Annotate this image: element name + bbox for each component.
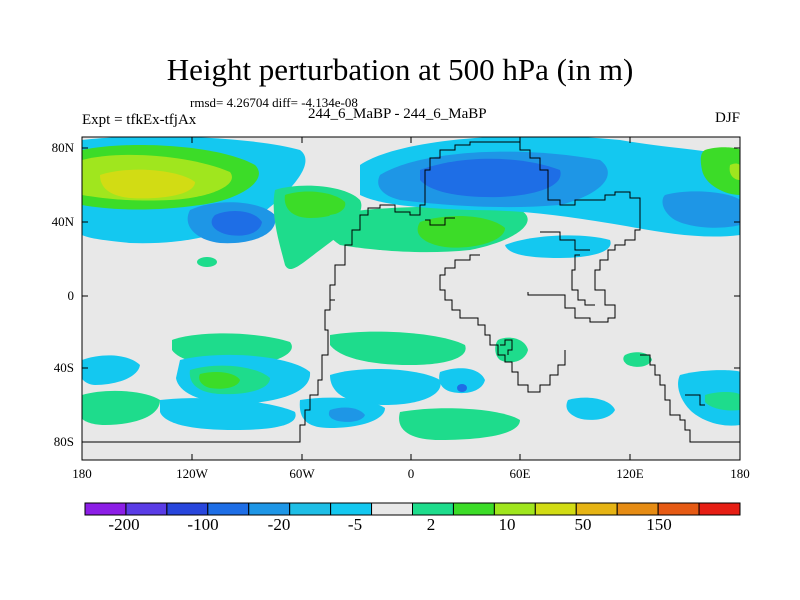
- case-label: 244_6_MaBP - 244_6_MaBP: [308, 106, 487, 122]
- continent-outline: [500, 339, 513, 355]
- contour-field: [160, 398, 296, 430]
- colorbar-label: -20: [267, 515, 291, 534]
- contour-field: [199, 372, 240, 389]
- contour-field: [420, 158, 561, 198]
- colorbar-swatch: [575, 502, 618, 516]
- continent-outline: [425, 217, 455, 226]
- x-tick-label: 180: [730, 466, 750, 481]
- contour-field: [505, 235, 611, 258]
- colorbar-swatch: [84, 502, 127, 516]
- contour-field: [82, 390, 160, 425]
- colorbar-swatch: [125, 502, 168, 516]
- contour-field: [700, 147, 740, 195]
- colorbar-swatch: [452, 502, 495, 516]
- contour-field: [100, 169, 195, 199]
- colorbar-label: -5: [347, 515, 363, 534]
- chart-title: Height perturbation at 500 hPa (in m): [166, 52, 634, 87]
- experiment-label: Expt = tfkEx-tfjAx: [82, 112, 197, 128]
- contour-field: [566, 397, 615, 420]
- colorbar-label: 150: [646, 515, 672, 534]
- contour-field: [330, 368, 441, 405]
- colorbar-swatch: [657, 502, 700, 516]
- contour-field: [399, 408, 520, 440]
- contour-field: [328, 407, 365, 422]
- colorbar: [84, 502, 741, 516]
- y-tick-label: 80N: [51, 140, 74, 155]
- contour-field: [439, 368, 485, 394]
- continent-outline: [439, 254, 566, 393]
- x-tick-label: 60E: [509, 466, 531, 481]
- x-tick-label: 60W: [289, 466, 315, 481]
- contour-field: [705, 391, 740, 411]
- colorbar-swatch: [534, 502, 577, 516]
- colorbar-swatch: [207, 502, 250, 516]
- y-tick-label: 40S: [53, 360, 74, 375]
- contour-field: [417, 216, 505, 248]
- contour-fields: [82, 137, 740, 440]
- contour-field: [82, 355, 140, 385]
- continent-outline: [685, 394, 705, 406]
- contour-field: [330, 331, 466, 365]
- season-label: DJF: [714, 110, 740, 126]
- colorbar-label: -100: [187, 515, 219, 534]
- x-tick-label: 120E: [616, 466, 644, 481]
- continent-outline: [540, 231, 590, 251]
- colorbar-label: 2: [426, 515, 436, 534]
- colorbar-swatch: [371, 502, 413, 516]
- contour-field: [623, 352, 652, 367]
- x-tick-label: 180: [72, 466, 92, 481]
- x-tick-label: 0: [407, 466, 415, 481]
- colorbar-label: 10: [498, 515, 516, 534]
- y-tick-label: 0: [67, 288, 75, 303]
- colorbar-swatch: [493, 502, 536, 516]
- x-tick-label: 120W: [176, 466, 208, 481]
- contour-field: [197, 257, 217, 267]
- y-tick-label: 80S: [53, 434, 74, 449]
- colorbar-swatch: [166, 502, 209, 516]
- colorbar-swatch: [412, 502, 454, 516]
- contour-field: [211, 210, 262, 236]
- colorbar-swatch: [289, 502, 332, 516]
- contour-field: [662, 191, 740, 228]
- colorbar-label: 50: [574, 515, 592, 534]
- contour-field: [284, 191, 346, 218]
- stats-text: rmsd= 4.26704 diff= -4.134e-08: [190, 95, 358, 110]
- colorbar-swatch: [330, 502, 373, 516]
- continent-outline: [571, 254, 595, 306]
- colorbar-swatch: [698, 502, 741, 516]
- contour-field: [457, 384, 467, 392]
- axis-ticks: [82, 137, 740, 460]
- contour-field: [729, 163, 740, 180]
- continent-outline: [640, 354, 740, 443]
- colorbar-swatch: [248, 502, 291, 516]
- colorbar-swatch: [616, 502, 659, 516]
- y-tick-label: 40N: [51, 214, 74, 229]
- colorbar-label: -200: [108, 515, 140, 534]
